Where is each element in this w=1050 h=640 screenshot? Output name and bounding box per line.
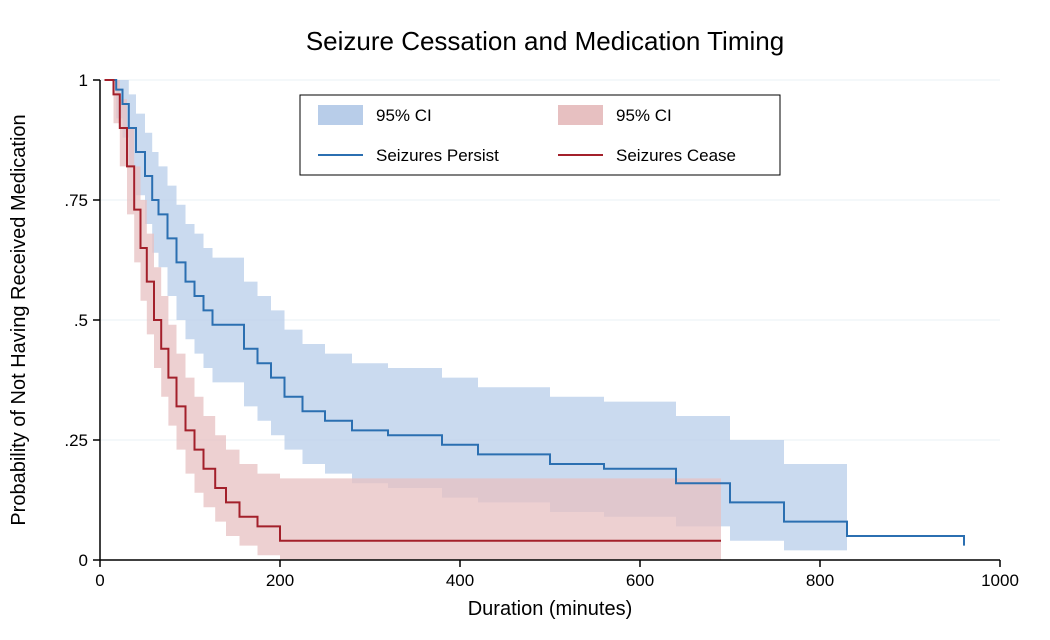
y-tick-label: .25 xyxy=(64,431,88,450)
x-tick-label: 1000 xyxy=(981,571,1019,590)
legend-label: Seizures Cease xyxy=(616,146,736,165)
x-tick-label: 800 xyxy=(806,571,834,590)
legend-label: 95% CI xyxy=(616,106,672,125)
x-tick-label: 600 xyxy=(626,571,654,590)
legend-label: Seizures Persist xyxy=(376,146,499,165)
legend-label: 95% CI xyxy=(376,106,432,125)
legend-swatch xyxy=(558,105,603,125)
y-tick-label: 0 xyxy=(79,551,88,570)
x-tick-label: 200 xyxy=(266,571,294,590)
x-tick-label: 400 xyxy=(446,571,474,590)
y-tick-label: .5 xyxy=(74,311,88,330)
y-tick-label: .75 xyxy=(64,191,88,210)
x-axis-label: Duration (minutes) xyxy=(468,598,633,620)
chart-title: Seizure Cessation and Medication Timing xyxy=(306,26,784,56)
y-axis-label: Probability of Not Having Received Medic… xyxy=(8,114,30,525)
legend-swatch xyxy=(318,105,363,125)
km-chart: Seizure Cessation and Medication Timing … xyxy=(0,0,1050,640)
x-tick-label: 0 xyxy=(95,571,104,590)
y-tick-label: 1 xyxy=(79,71,88,90)
legend: 95% CI 95% CI Seizures Persist Seizures Cea… xyxy=(300,95,780,175)
chart-container: Seizure Cessation and Medication Timing … xyxy=(0,0,1050,640)
